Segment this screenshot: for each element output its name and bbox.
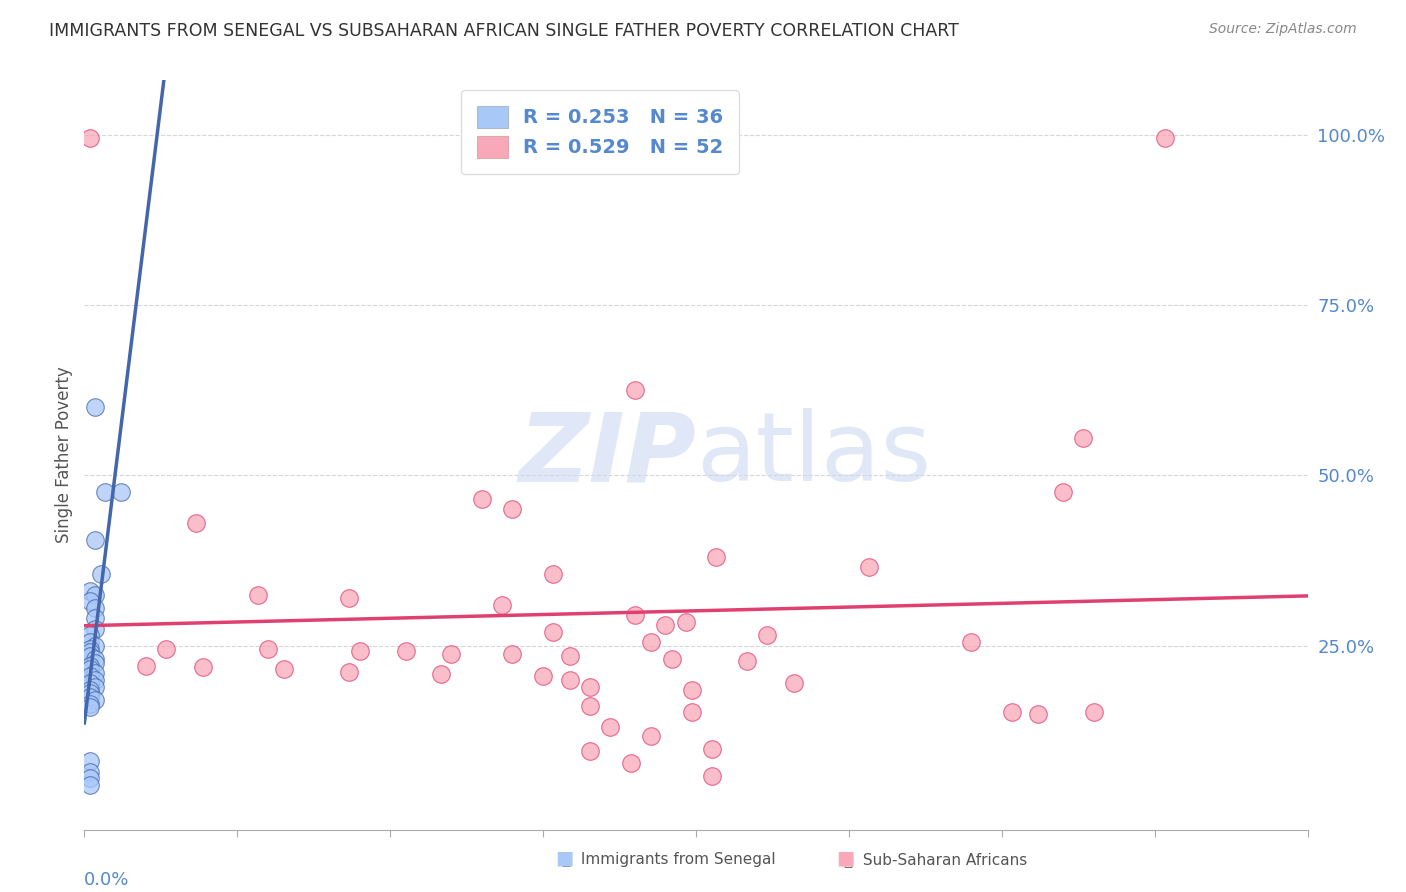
Point bbox=[706, 550, 728, 565]
Point bbox=[640, 635, 662, 649]
Point bbox=[191, 660, 214, 674]
Point bbox=[83, 673, 105, 687]
Point bbox=[339, 591, 361, 605]
Point bbox=[502, 502, 524, 516]
Text: 0.0%: 0.0% bbox=[84, 871, 129, 888]
Point bbox=[654, 618, 676, 632]
Point bbox=[79, 635, 101, 649]
Point bbox=[79, 772, 101, 786]
Point bbox=[79, 642, 101, 657]
Point bbox=[339, 665, 361, 679]
Point bbox=[531, 669, 554, 683]
Point bbox=[186, 516, 208, 530]
Point bbox=[491, 598, 513, 612]
Point bbox=[246, 588, 269, 602]
Y-axis label: Single Father Poverty: Single Father Poverty bbox=[55, 367, 73, 543]
Point bbox=[83, 533, 105, 547]
Point bbox=[1154, 131, 1177, 145]
Point bbox=[79, 778, 101, 792]
Point bbox=[83, 622, 105, 636]
Point bbox=[675, 615, 697, 629]
Point bbox=[624, 383, 647, 397]
Point bbox=[79, 686, 101, 700]
Point bbox=[83, 588, 105, 602]
Text: atlas: atlas bbox=[696, 409, 931, 501]
Legend: R = 0.253   N = 36, R = 0.529   N = 52: R = 0.253 N = 36, R = 0.529 N = 52 bbox=[461, 90, 740, 174]
Point bbox=[79, 659, 101, 673]
Point bbox=[79, 700, 101, 714]
Point bbox=[558, 648, 581, 663]
Point bbox=[83, 665, 105, 680]
Point bbox=[90, 567, 112, 582]
Point bbox=[783, 676, 806, 690]
Point bbox=[79, 682, 101, 697]
Text: ■: ■ bbox=[837, 848, 855, 867]
Point bbox=[502, 647, 524, 661]
Point bbox=[79, 628, 101, 642]
Point bbox=[579, 680, 602, 694]
Point bbox=[620, 756, 643, 770]
Point bbox=[135, 659, 157, 673]
Point bbox=[1073, 431, 1095, 445]
Text: ZIP: ZIP bbox=[517, 409, 696, 501]
Point bbox=[83, 639, 105, 653]
Point bbox=[960, 635, 983, 649]
Point bbox=[79, 594, 101, 608]
Point bbox=[79, 690, 101, 704]
Text: Source: ZipAtlas.com: Source: ZipAtlas.com bbox=[1209, 22, 1357, 37]
Point bbox=[79, 648, 101, 663]
Point bbox=[624, 607, 647, 622]
Point bbox=[702, 742, 724, 756]
Point bbox=[640, 729, 662, 743]
Point bbox=[579, 698, 602, 713]
Point bbox=[110, 485, 132, 500]
Point bbox=[440, 647, 463, 661]
Point bbox=[79, 697, 101, 711]
Point bbox=[79, 755, 101, 769]
Text: ⬜  Sub-Saharan Africans: ⬜ Sub-Saharan Africans bbox=[844, 852, 1026, 867]
Point bbox=[79, 676, 101, 690]
Point bbox=[735, 654, 758, 668]
Point bbox=[79, 663, 101, 677]
Point bbox=[579, 744, 602, 758]
Point bbox=[430, 667, 453, 681]
Point bbox=[83, 611, 105, 625]
Point bbox=[395, 644, 418, 658]
Point bbox=[83, 401, 105, 415]
Point bbox=[257, 642, 280, 657]
Point bbox=[83, 693, 105, 707]
Text: IMMIGRANTS FROM SENEGAL VS SUBSAHARAN AFRICAN SINGLE FATHER POVERTY CORRELATION : IMMIGRANTS FROM SENEGAL VS SUBSAHARAN AF… bbox=[49, 22, 959, 40]
Text: ■: ■ bbox=[555, 848, 574, 867]
Point bbox=[79, 764, 101, 779]
Point bbox=[83, 601, 105, 615]
Point bbox=[273, 663, 295, 677]
Point bbox=[83, 680, 105, 694]
Point bbox=[702, 769, 724, 783]
Point bbox=[599, 720, 621, 734]
Point bbox=[685, 131, 707, 145]
Point bbox=[79, 645, 101, 659]
Point bbox=[1052, 485, 1074, 500]
Point bbox=[155, 642, 177, 657]
Point bbox=[1001, 706, 1024, 720]
Point bbox=[661, 652, 683, 666]
Point bbox=[349, 644, 371, 658]
Point bbox=[1083, 706, 1105, 720]
Point bbox=[543, 567, 565, 582]
Point bbox=[558, 673, 581, 687]
Text: ⬜  Immigrants from Senegal: ⬜ Immigrants from Senegal bbox=[562, 852, 776, 867]
Point bbox=[79, 131, 101, 145]
Point bbox=[83, 652, 105, 666]
Point bbox=[681, 682, 703, 697]
Point bbox=[543, 625, 565, 640]
Point bbox=[83, 656, 105, 670]
Point bbox=[858, 560, 880, 574]
Point bbox=[79, 669, 101, 683]
Point bbox=[681, 706, 703, 720]
Point bbox=[93, 485, 115, 500]
Point bbox=[756, 628, 779, 642]
Point bbox=[1028, 706, 1050, 721]
Point bbox=[79, 584, 101, 599]
Point bbox=[471, 492, 494, 507]
